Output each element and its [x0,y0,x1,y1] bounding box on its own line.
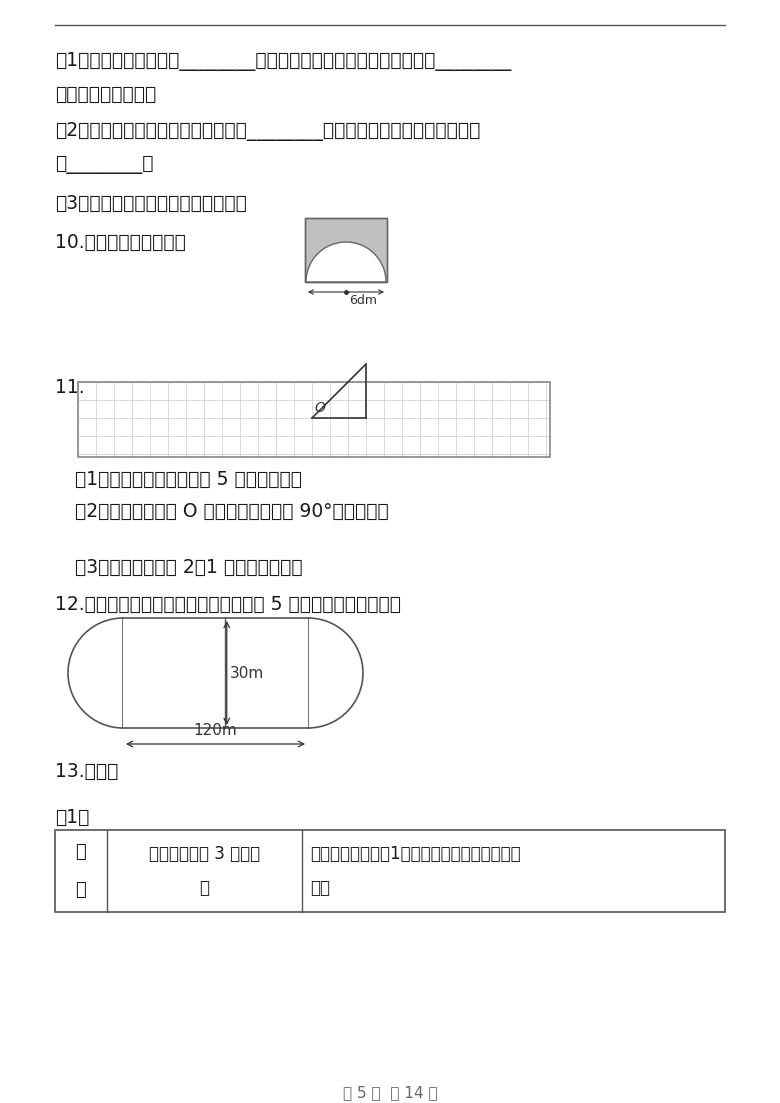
Wedge shape [306,242,386,282]
Text: （2）画出三角形绕 O 点逆时针方向旋转 90°后的图形；: （2）画出三角形绕 O 点逆时针方向旋转 90°后的图形； [75,502,388,521]
Text: 30m: 30m [230,665,264,681]
Wedge shape [308,618,363,728]
Bar [305,218,387,282]
Text: 6dm: 6dm [349,295,377,307]
Bar [123,618,308,728]
Text: O: O [314,401,325,415]
Text: 第 5 页  共 14 页: 第 5 页 共 14 页 [342,1085,438,1100]
Text: （3）你喜欢谁的学习方式？为什么？: （3）你喜欢谁的学习方式？为什么？ [55,194,247,213]
Text: 13.操作。: 13.操作。 [55,762,119,781]
Text: 画一个对称轴只有1条的轴对称图形，并画出对: 画一个对称轴只有1条的轴对称图形，并画出对 [310,845,520,863]
Text: 画一个直径为 3 厉米的: 画一个直径为 3 厉米的 [149,845,260,863]
Text: （1）从折线统计图看出________的成绩提高得快。从条形统计图看出________: （1）从折线统计图看出________的成绩提高得快。从条形统计图看出_____… [55,52,512,71]
Wedge shape [68,618,123,728]
Bar [305,218,387,282]
Text: （1）画出三角形向右平移 5 格后的图形；: （1）画出三角形向右平移 5 格后的图形； [75,470,302,489]
Text: 的________。: 的________。 [55,156,154,174]
Text: （3）画出三角形按 2：1 放大后的图形。: （3）画出三角形按 2：1 放大后的图形。 [75,558,303,577]
Text: 11.: 11. [55,378,84,397]
Text: 圆: 圆 [200,879,210,897]
Bar [78,382,550,457]
Text: 称轴: 称轴 [310,879,330,897]
Text: 求: 求 [76,881,87,899]
Bar [55,829,725,912]
Text: （1）: （1） [55,808,90,827]
Text: 的反思时间少一些。: 的反思时间少一些。 [55,85,156,104]
Text: 120m: 120m [193,722,237,738]
Text: 10.求阴影部分的面积。: 10.求阴影部分的面积。 [55,233,186,251]
Text: （2）甲的反思的时间占学习总时间的________，乙的反思的时间占学习总时间: （2）甲的反思的时间占学习总时间的________，乙的反思的时间占学习总时间 [55,122,480,141]
Text: 要: 要 [76,843,87,861]
Text: 12.小军早上绕学校操场（如下图）跑了 5 圈，一共跑了多少米？: 12.小军早上绕学校操场（如下图）跑了 5 圈，一共跑了多少米？ [55,595,401,614]
